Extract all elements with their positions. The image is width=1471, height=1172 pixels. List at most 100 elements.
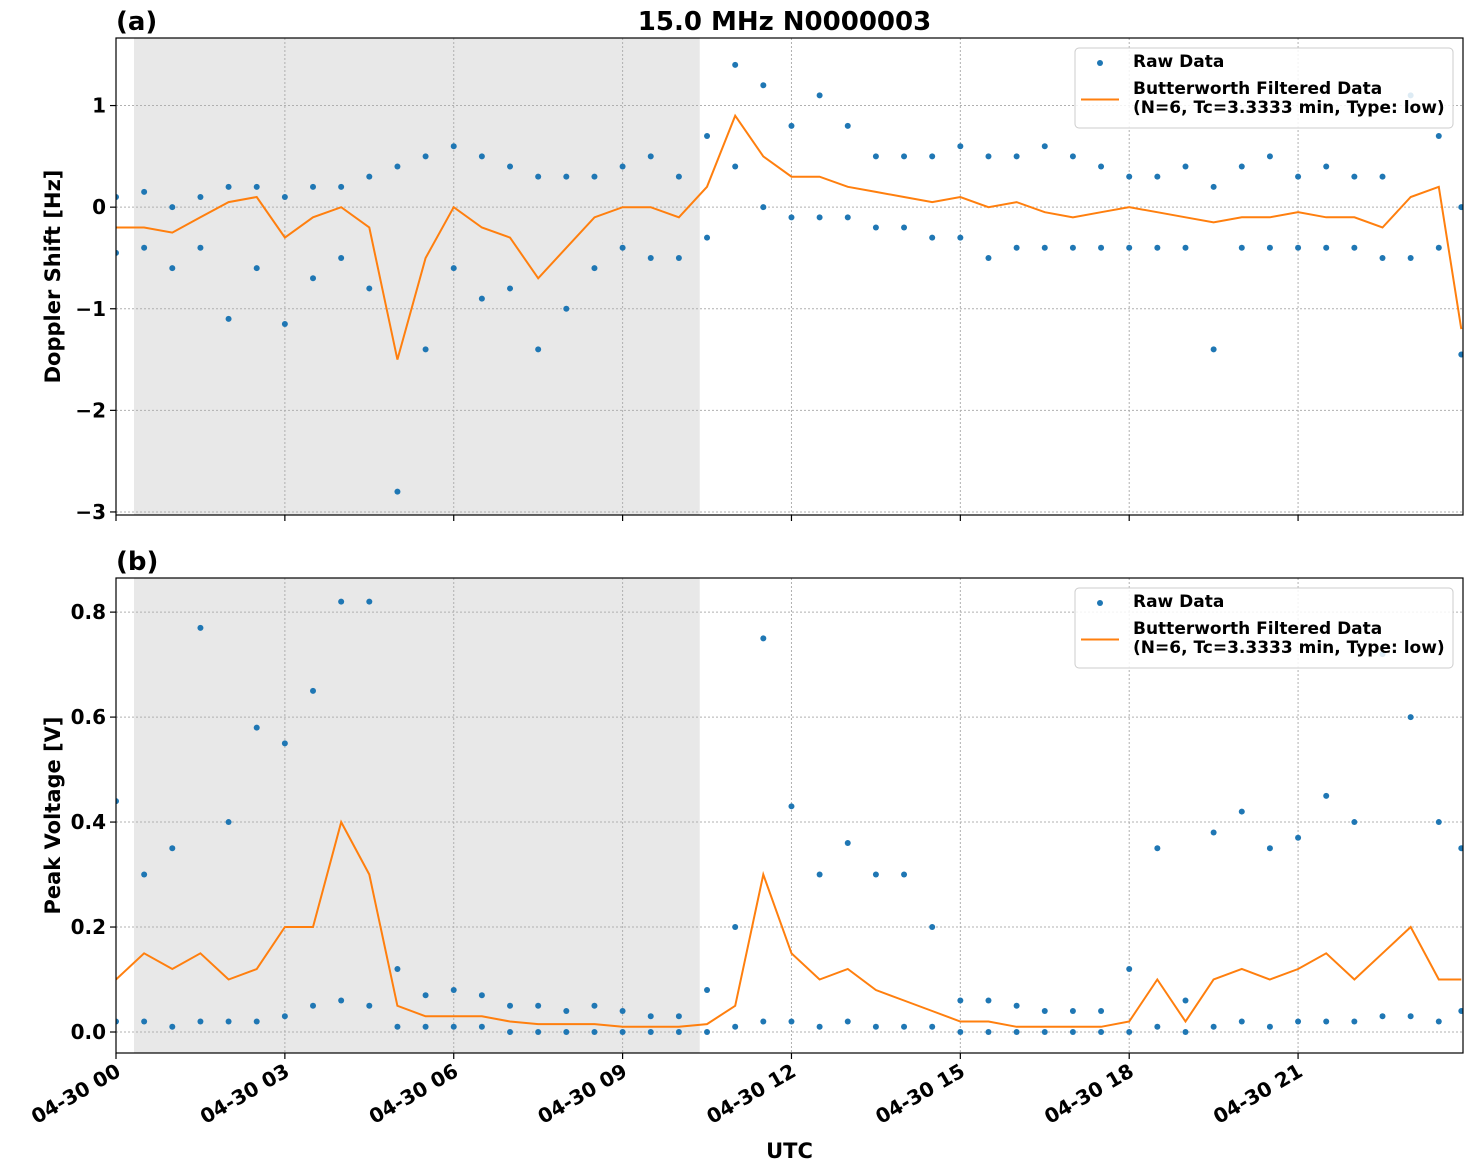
- raw-point: [535, 1002, 542, 1009]
- raw-point: [253, 724, 260, 731]
- raw-point: [788, 122, 795, 129]
- y-tick-label: −3: [75, 500, 106, 524]
- raw-point: [225, 819, 232, 826]
- raw-point: [1098, 244, 1105, 251]
- raw-point: [1351, 173, 1358, 180]
- raw-point: [338, 997, 345, 1004]
- raw-point: [450, 143, 457, 150]
- raw-point: [1210, 346, 1217, 353]
- y-tick-label: 0.8: [71, 600, 106, 624]
- legend-box: [1074, 587, 1454, 669]
- raw-point: [816, 871, 823, 878]
- raw-point: [619, 244, 626, 251]
- legend-marker: [1097, 60, 1103, 66]
- raw-point: [197, 194, 204, 200]
- raw-point: [1154, 1023, 1161, 1030]
- raw-point: [1210, 1023, 1217, 1030]
- raw-point: [1182, 244, 1189, 251]
- raw-point: [1458, 204, 1463, 211]
- raw-point: [1041, 1029, 1048, 1036]
- raw-point: [591, 265, 598, 272]
- raw-point: [197, 1018, 204, 1025]
- raw-point: [788, 214, 795, 221]
- y-tick-label: 0.2: [71, 915, 106, 939]
- raw-point: [338, 598, 345, 605]
- axes-frame: [115, 577, 1464, 1054]
- raw-point: [1098, 1008, 1105, 1015]
- raw-point: [563, 173, 570, 180]
- raw-point: [450, 1023, 457, 1030]
- raw-point: [1407, 254, 1414, 261]
- raw-point: [116, 1018, 119, 1025]
- raw-point: [1266, 244, 1273, 251]
- raw-point: [507, 1002, 514, 1009]
- legend-marker: [1097, 600, 1103, 606]
- raw-point: [1126, 173, 1133, 180]
- raw-point: [478, 295, 485, 302]
- raw-point: [1323, 163, 1330, 170]
- raw-point: [1295, 173, 1302, 180]
- raw-point: [647, 153, 654, 160]
- plot-area: [116, 38, 1463, 515]
- raw-point: [1182, 163, 1189, 170]
- y-tick-label: −1: [75, 297, 106, 321]
- raw-point: [366, 173, 373, 180]
- raw-point: [985, 997, 992, 1004]
- legend-label: Butterworth Filtered Data (N=6, Tc=3.333…: [1133, 619, 1445, 658]
- raw-point: [563, 305, 570, 312]
- raw-point: [1126, 966, 1133, 973]
- raw-point: [225, 1018, 232, 1025]
- raw-point: [1435, 133, 1442, 140]
- raw-point: [732, 1023, 739, 1030]
- raw-point: [253, 1018, 260, 1025]
- raw-point: [1013, 244, 1020, 251]
- plot-area: [116, 578, 1463, 1053]
- legend-label: Raw Data: [1133, 592, 1225, 612]
- raw-point: [507, 163, 514, 170]
- raw-point: [1266, 1023, 1273, 1030]
- legend-box: [1074, 47, 1454, 129]
- raw-point: [141, 244, 148, 251]
- y-tick-label: 0.4: [71, 810, 106, 834]
- x-axis-label: UTC: [766, 1139, 813, 1163]
- raw-point: [619, 1029, 626, 1036]
- raw-point: [1458, 351, 1463, 358]
- raw-point: [478, 992, 485, 999]
- raw-point: [704, 133, 711, 140]
- raw-point: [1407, 714, 1414, 721]
- raw-point: [535, 173, 542, 180]
- raw-point: [169, 1023, 176, 1030]
- legend-label: Butterworth Filtered Data (N=6, Tc=3.333…: [1133, 79, 1445, 118]
- raw-point: [1069, 1008, 1076, 1015]
- raw-point: [844, 840, 851, 847]
- raw-point: [197, 624, 204, 631]
- raw-point: [1126, 1029, 1133, 1036]
- raw-point: [116, 249, 119, 256]
- raw-point: [422, 346, 429, 353]
- raw-point: [1351, 244, 1358, 251]
- raw-point: [816, 92, 823, 99]
- raw-point: [281, 320, 288, 327]
- raw-point: [1238, 808, 1245, 815]
- raw-point: [507, 1029, 514, 1036]
- raw-point: [957, 1029, 964, 1036]
- raw-point: [141, 871, 148, 878]
- raw-point: [760, 635, 767, 642]
- raw-point: [844, 1018, 851, 1025]
- raw-point: [450, 265, 457, 272]
- raw-point: [760, 1018, 767, 1025]
- chart-title: 15.0 MHz N0000003: [638, 7, 931, 37]
- raw-point: [116, 798, 119, 805]
- raw-point: [366, 1002, 373, 1009]
- y-tick-label: 0.6: [71, 705, 106, 729]
- raw-point: [563, 1008, 570, 1015]
- raw-point: [225, 183, 232, 190]
- raw-point: [1126, 244, 1133, 251]
- raw-point: [478, 1023, 485, 1030]
- raw-point: [1323, 792, 1330, 799]
- raw-point: [647, 1013, 654, 1020]
- raw-point: [1435, 1018, 1442, 1025]
- shaded-span: [134, 38, 700, 515]
- raw-point: [732, 924, 739, 931]
